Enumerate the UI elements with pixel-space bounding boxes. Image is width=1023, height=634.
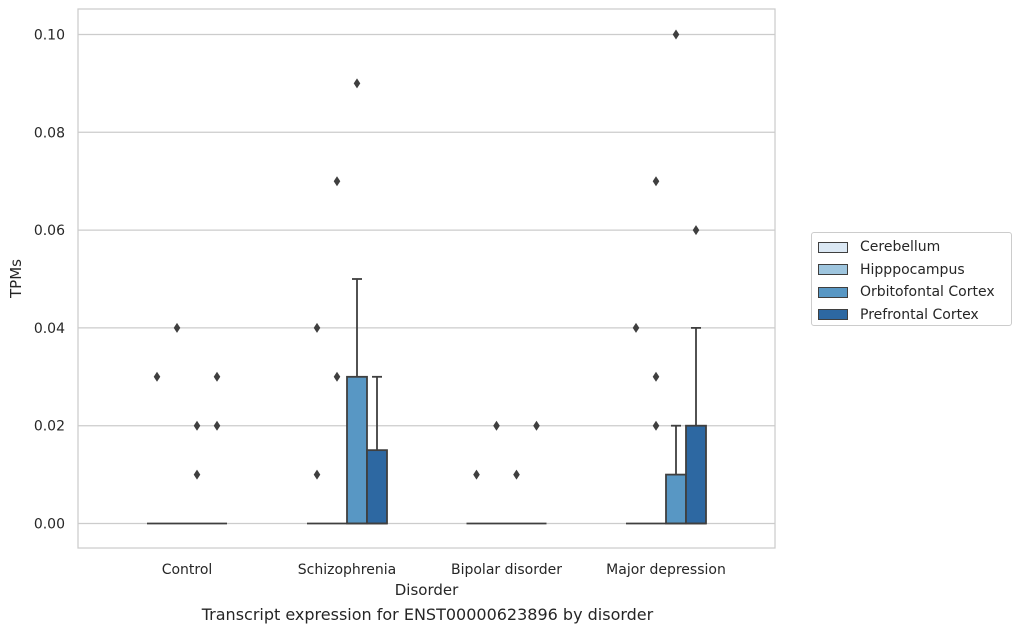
outlier-point [313, 322, 321, 333]
boxes [147, 29, 707, 525]
y-tick-label: 0.00 [34, 517, 65, 533]
legend-label: Orbitofontal Cortex [860, 284, 995, 301]
legend-swatch [818, 286, 848, 298]
box-plot: 0.00 0.02 0.04 0.06 0.08 0.10 Control Schizoph… [7, 8, 776, 599]
outlier-point [513, 469, 520, 480]
x-tick-label: Bipolar disorder [451, 562, 562, 578]
legend-swatch [818, 241, 848, 253]
legend-item: Prefrontal Cortex [818, 304, 1011, 327]
box-group [626, 322, 646, 525]
legend-swatch [818, 309, 848, 321]
outlier-point [193, 420, 201, 431]
legend-label: Hipppocampus [860, 261, 965, 278]
box [685, 424, 707, 525]
box-group [366, 375, 388, 525]
box-group [486, 420, 507, 525]
outlier-point [473, 469, 480, 480]
outlier-point [333, 371, 341, 382]
x-tick-label: Major depression [606, 562, 726, 578]
legend: Cerebellum Hipppocampus Orbitofontal Corte… [811, 232, 1012, 326]
y-tick-label: 0.08 [34, 125, 65, 141]
box-group [466, 469, 487, 525]
box-group [307, 322, 327, 525]
y-tick-label: 0.02 [34, 419, 65, 435]
box-group [327, 176, 347, 525]
outlier-point [313, 469, 321, 480]
outlier-point [652, 420, 660, 431]
outlier-point [652, 371, 660, 382]
outlier-point [493, 420, 500, 431]
legend-item: Hipppocampus [818, 259, 1011, 282]
outlier-point [193, 469, 201, 480]
box-group [685, 225, 707, 525]
box-group [665, 29, 687, 525]
legend-item: Cerebellum [818, 236, 1011, 259]
legend-swatch [818, 264, 848, 276]
legend-label: Cerebellum [860, 239, 941, 256]
x-axis-label: Disorder [395, 581, 459, 599]
outlier-point [333, 176, 341, 187]
outlier-point [173, 322, 181, 333]
y-tick-label: 0.06 [34, 223, 65, 239]
outlier-point [153, 371, 161, 382]
x-axis-ticks: Control Schizophrenia Bipolar disorder Majo… [162, 562, 726, 578]
box-group [646, 176, 666, 525]
plot-frame [77, 8, 776, 549]
box-group [167, 322, 187, 525]
gridlines [78, 33, 775, 525]
box-group [187, 420, 207, 525]
legend-label: Prefrontal Cortex [860, 306, 979, 323]
outlier-point [353, 78, 361, 89]
box [366, 449, 388, 525]
outlier-point [213, 420, 221, 431]
box [346, 375, 368, 525]
box-group [346, 78, 368, 525]
box-group [207, 371, 227, 525]
outlier-point [692, 225, 700, 236]
box-group [506, 469, 527, 525]
y-tick-label: 0.04 [34, 321, 65, 337]
outlier-point [213, 371, 221, 382]
y-axis-ticks: 0.00 0.02 0.04 0.06 0.08 0.10 [34, 28, 65, 533]
outlier-point [533, 420, 540, 431]
x-tick-label: Schizophrenia [298, 562, 396, 578]
box-group [526, 420, 547, 525]
outlier-point [652, 176, 660, 187]
y-tick-label: 0.10 [34, 28, 65, 44]
outlier-point [632, 322, 640, 333]
outlier-point [672, 29, 680, 40]
x-tick-label: Control [162, 562, 213, 578]
chart-caption: Transcript expression for ENST0000062389… [201, 605, 654, 624]
box-group [147, 371, 167, 525]
y-axis-label: TPMs [7, 259, 25, 299]
legend-item: Orbitofontal Cortex [818, 281, 1011, 304]
box [665, 473, 687, 525]
